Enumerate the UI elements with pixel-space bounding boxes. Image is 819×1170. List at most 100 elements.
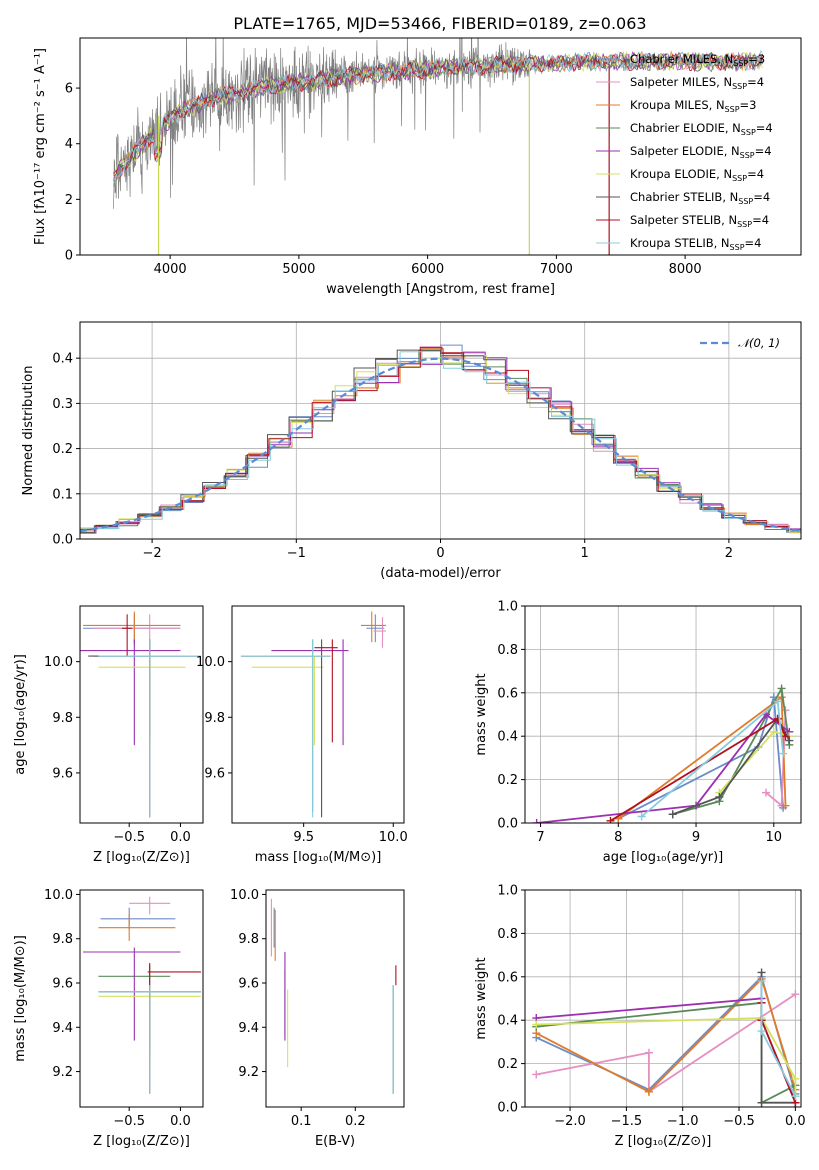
y-tick-label: 10.0 (196, 655, 225, 670)
weight-marker (532, 819, 541, 823)
y-tick-label: 0.6 (497, 686, 518, 701)
legend: Chabrier MILES, NSSP=3 Salpeter MILES, NS… (596, 52, 773, 252)
y-tick-label: 0.2 (52, 442, 73, 457)
normal-curve (80, 357, 801, 533)
weight-marker (532, 1020, 541, 1029)
legend: 𝒩(0, 1) (700, 336, 780, 350)
data-point-7 (122, 614, 133, 657)
legend-entry: 𝒩(0, 1) (738, 336, 780, 350)
y-tick-label: 9.8 (238, 932, 259, 947)
legend-entry-4: Salpeter ELODIE, NSSP=4 (630, 144, 772, 160)
data-point-1 (93, 614, 181, 643)
weight-marker (769, 727, 778, 736)
data-point-2 (98, 914, 176, 941)
x-tick-label: 9.5 (293, 830, 314, 845)
plot-area (80, 611, 201, 818)
x-tick-label: −2 (143, 546, 162, 561)
axes-frame (265, 889, 405, 1108)
weight-marker (757, 968, 766, 977)
y-tick-label: 0.4 (497, 1014, 518, 1029)
y-tick-label: 0.1 (52, 487, 73, 502)
legend-entry-3: Chabrier ELODIE, NSSP=4 (630, 121, 773, 137)
weight-marker (779, 749, 788, 758)
weight-marker (785, 736, 794, 745)
x-axis-label: Z [log₁₀(Z/Z⊙)] (615, 1134, 712, 1149)
data-point-0 (366, 614, 385, 643)
data-point-1 (373, 617, 387, 648)
y-tick-label: 10.0 (44, 655, 73, 670)
y-tick-label: 0.3 (52, 397, 73, 412)
panel-mass_vs_ebv: 0.1 0.2 9.2 9.4 9.6 9.8 10.0 E(B-V) (230, 888, 405, 1149)
x-tick-label: 0.2 (345, 1114, 366, 1129)
chart-title: PLATE=1765, MJD=53466, FIBERID=0189, z=0… (233, 14, 646, 33)
panel-weight_vs_age: 7 8 9 10 0.0 0.2 0.4 0.6 0.8 1.0 age [log₁₀(age/yr… (474, 600, 802, 865)
data-point-8 (240, 639, 331, 818)
plot-area (80, 344, 801, 534)
panel-weight_vs_Z: −2.0 −1.5 −1.0 −0.5 0.0 0.0 0.2 0.4 0.6 0.8 1.0 Z [… (474, 884, 806, 1150)
legend-entry-0: Chabrier MILES, NSSP=3 (630, 52, 765, 68)
y-tick-label: 9.6 (52, 766, 73, 781)
x-tick-label: 8 (614, 830, 622, 845)
y-tick-label: 9.8 (52, 711, 73, 726)
plot-area (113, 38, 763, 255)
y-tick-label: 9.8 (52, 932, 73, 947)
data-point-6 (88, 639, 201, 818)
y-axis-label: age [log₁₀(age/yr)] (13, 654, 28, 775)
x-tick-label: 5000 (282, 262, 315, 277)
x-tick-label: 10 (766, 830, 783, 845)
y-tick-label: 0.0 (497, 1101, 518, 1116)
x-tick-label: 7000 (540, 262, 573, 277)
panel-age_vs_mass: 9.5 10.0 9.6 9.8 10.0 mass [log₁₀(M/M⊙)] (196, 605, 408, 865)
weight-marker (781, 801, 790, 810)
plot-area (532, 968, 800, 1107)
y-tick-label: 0 (65, 249, 73, 264)
y-tick-label: 0.4 (52, 352, 73, 367)
axes-frame (79, 321, 802, 540)
residual-histogram-6 (80, 349, 801, 534)
data-point-8 (98, 639, 201, 818)
x-tick-label: 0.0 (170, 830, 191, 845)
weight-marker (781, 732, 790, 741)
x-tick-label: −2.0 (554, 1114, 586, 1129)
data-point-0 (83, 614, 181, 645)
y-tick-label: 0.4 (497, 730, 518, 745)
data-point-1 (129, 896, 171, 915)
axes-frame (79, 37, 802, 256)
x-axis-label: mass [log₁₀(M/M⊙)] (255, 850, 382, 865)
y-tick-label: 10.0 (230, 888, 259, 903)
weight-marker (637, 812, 646, 821)
y-axis-label: mass weight (474, 673, 489, 755)
x-tick-label: 0.0 (785, 1114, 806, 1129)
x-tick-label: 8000 (669, 262, 702, 277)
x-tick-label: −1.5 (611, 1114, 643, 1129)
weight-series-0 (535, 975, 797, 1095)
axes-frame (231, 605, 405, 824)
data-point-0 (100, 907, 176, 930)
weight-marker (777, 684, 786, 693)
weight-marker (791, 1074, 800, 1083)
y-axis-label: Normed distribution (21, 366, 36, 496)
x-tick-label: −0.5 (113, 1114, 145, 1129)
weight-marker (532, 1070, 541, 1079)
legend-entry-6: Chabrier STELIB, NSSP=4 (630, 190, 770, 206)
y-tick-label: 1.0 (497, 600, 518, 615)
weight-series-1 (536, 993, 796, 1094)
weight-marker (757, 1027, 766, 1036)
data-point-2 (83, 611, 181, 643)
panel-age_vs_Z: −0.5 0.0 9.6 9.8 10.0 Z [log₁₀(Z/Z⊙)] age [log… (13, 605, 204, 865)
x-tick-label: 0.0 (170, 1114, 191, 1129)
y-tick-label: 9.2 (238, 1065, 259, 1080)
data-point-7 (147, 963, 201, 986)
model-fit-7 (113, 52, 763, 180)
legend-entry-7: Salpeter STELIB, NSSP=4 (630, 213, 769, 229)
model-fit-8 (113, 49, 763, 181)
weight-marker (644, 1048, 653, 1057)
x-tick-label: −1.0 (667, 1114, 699, 1129)
y-tick-label: 0.8 (497, 927, 518, 942)
axes-frame (524, 889, 802, 1108)
y-axis-label: Flux [fλ10⁻¹⁷ erg cm⁻² s⁻¹ A⁻¹] (33, 48, 48, 245)
legend-entry-1: Salpeter MILES, NSSP=4 (630, 75, 764, 91)
plot-area (240, 611, 387, 818)
y-tick-label: 4 (65, 137, 73, 152)
x-tick-label: 0 (436, 546, 444, 561)
